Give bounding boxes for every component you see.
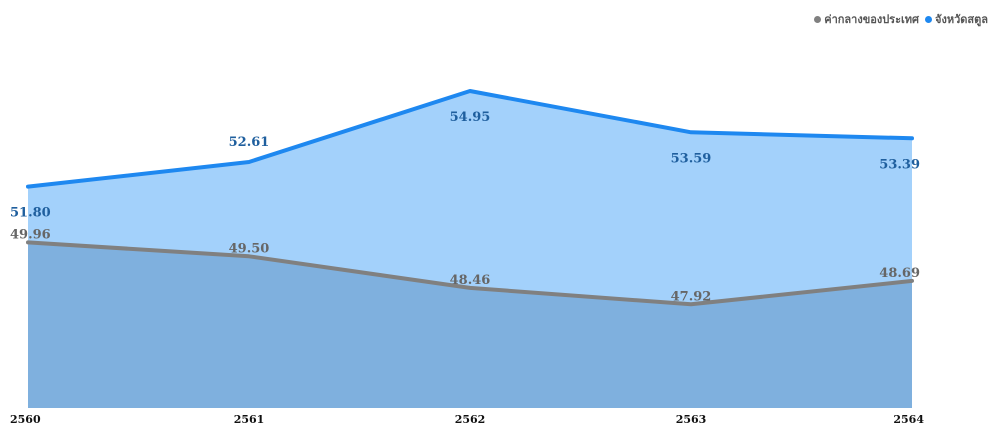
legend-item-province[interactable]: จังหวัดสตูล xyxy=(925,10,988,28)
x-tick-label-4: 2564 xyxy=(893,413,924,425)
x-tick-label-3: 2563 xyxy=(676,413,707,425)
x-tick-label-0: 2560 xyxy=(10,413,41,425)
data-label-series-1-1: 52.61 xyxy=(229,135,270,150)
data-label-series-0-3: 47.92 xyxy=(671,289,712,304)
data-label-series-1-4: 53.39 xyxy=(879,157,920,172)
legend-label-national: ค่ากลางของประเทศ xyxy=(824,13,919,26)
x-tick-label-2: 2562 xyxy=(455,413,486,425)
legend: ค่ากลางของประเทศ จังหวัดสตูล xyxy=(814,10,988,28)
area-series-0 xyxy=(28,242,912,408)
data-label-series-1-2: 54.95 xyxy=(450,110,491,125)
data-label-series-0-0: 49.96 xyxy=(10,227,51,242)
legend-item-national[interactable]: ค่ากลางของประเทศ xyxy=(814,10,919,28)
legend-dot-province-icon xyxy=(925,15,932,23)
data-label-series-0-2: 48.46 xyxy=(450,273,491,288)
data-label-series-1-0: 51.80 xyxy=(10,206,51,221)
data-label-series-1-3: 53.59 xyxy=(671,151,712,166)
data-label-series-0-4: 48.69 xyxy=(879,266,920,281)
legend-dot-national-icon xyxy=(814,15,822,23)
data-label-series-0-1: 49.50 xyxy=(229,241,270,256)
x-tick-label-1: 2561 xyxy=(234,413,265,425)
legend-label-province: จังหวัดสตูล xyxy=(935,13,988,26)
